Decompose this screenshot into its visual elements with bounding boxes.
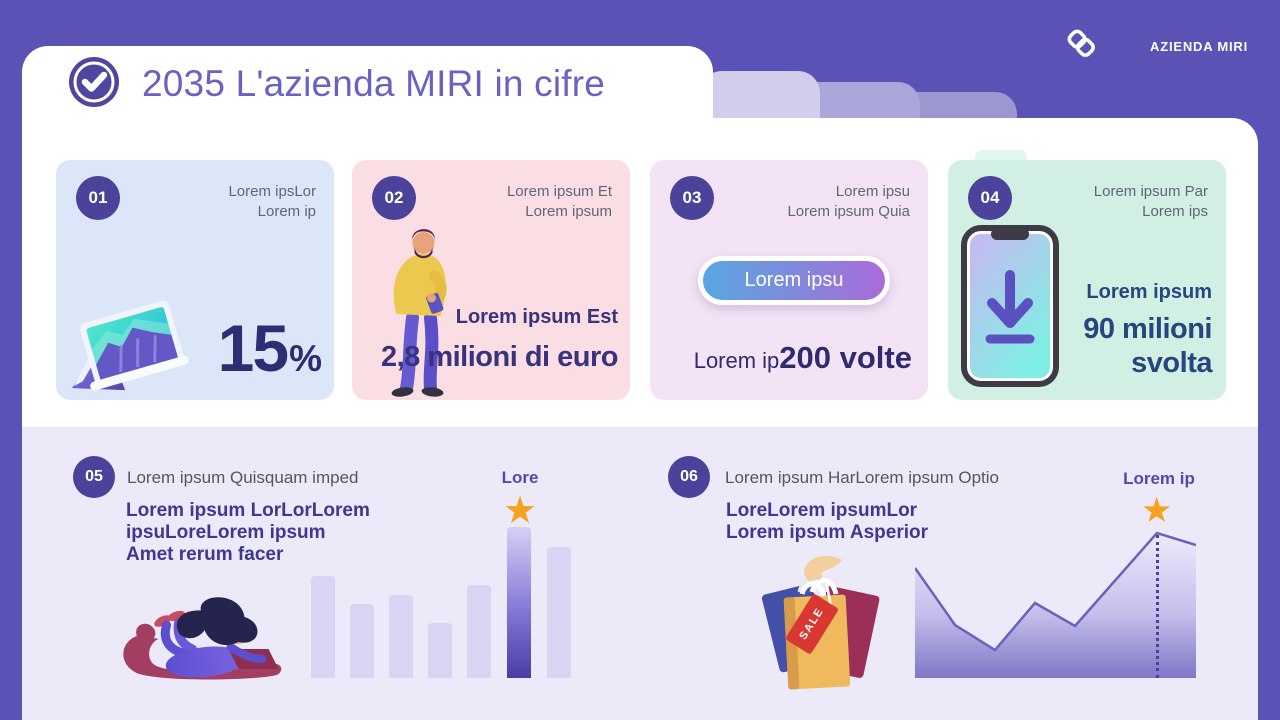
stat-card-04: 04 Lorem ipsum Par Lorem ips Lorem ipsum… bbox=[948, 160, 1226, 400]
brand-name: AZIENDA MIRI bbox=[1150, 39, 1248, 54]
section-header: Lorem ipsum Quisquam imped bbox=[127, 468, 359, 487]
card-value-block: Lorem ipsum Est 2,8 milioni di euro bbox=[380, 306, 619, 374]
bar-chart bbox=[305, 527, 585, 678]
chain-links-logo-icon bbox=[1064, 26, 1100, 67]
card-number-badge: 03 bbox=[670, 176, 714, 220]
bar-chart-easel-illustration bbox=[72, 300, 189, 391]
card-value-line: Lorem ip 200 volte bbox=[693, 340, 912, 375]
area-marker-line bbox=[1156, 535, 1159, 678]
card-label: Lorem ipsLor Lorem ip bbox=[228, 183, 316, 221]
bar bbox=[350, 604, 374, 678]
card-number-badge: 04 bbox=[968, 176, 1012, 220]
stat-card-02: 02 Lorem ipsum Et Lorem ipsum Lorem ipsu… bbox=[352, 160, 630, 400]
section-body: Lorem ipsum LorLorLorem ipsuLoreLorem ip… bbox=[126, 500, 370, 565]
check-badge-icon bbox=[68, 56, 120, 113]
card-number-badge: 02 bbox=[372, 176, 416, 220]
gradient-pill-button[interactable]: Lorem ipsu bbox=[698, 256, 890, 305]
section-header: Lorem ipsum HarLorem ipsum Optio bbox=[725, 468, 999, 487]
bar bbox=[428, 623, 452, 678]
star-icon: ★ bbox=[1141, 491, 1173, 530]
area-fill bbox=[915, 533, 1196, 678]
section-number-badge: 06 bbox=[668, 456, 710, 498]
woman-laptop-illustration bbox=[123, 597, 282, 680]
card-subtitle: Lorem ipsum bbox=[1086, 280, 1212, 303]
area-chart-annotation: Lorem ip bbox=[1123, 469, 1195, 488]
area-line bbox=[913, 531, 1197, 652]
stat-card-01: 01 Lorem ipsLor Lorem ip bbox=[56, 160, 334, 400]
page-title: 2035 L'azienda MIRI in cifre bbox=[142, 63, 606, 104]
area-chart bbox=[913, 530, 1197, 678]
card-value-block: Lorem ipsum 90 milioni svolta bbox=[1083, 281, 1212, 380]
bar bbox=[467, 585, 491, 678]
card-label: Lorem ipsum Par Lorem ips bbox=[1093, 183, 1208, 221]
card-subtitle: Lorem ipsum Est bbox=[455, 306, 618, 328]
bar bbox=[311, 576, 335, 678]
phone-download-illustration bbox=[961, 225, 1059, 387]
brand-header: AZIENDA MIRI bbox=[1064, 26, 1258, 67]
area-chart-svg bbox=[913, 531, 1197, 678]
card-label: Lorem ipsu Lorem ipsum Quia bbox=[787, 183, 910, 221]
bar-chart-annotation: Lore bbox=[501, 468, 539, 487]
section-body: LoreLorem ipsumLor Lorem ipsum Asperior bbox=[726, 500, 929, 543]
card-value: 90 milioni svolta bbox=[1083, 312, 1212, 379]
bar bbox=[547, 547, 571, 678]
card-value: 2,8 milioni di euro bbox=[380, 341, 619, 373]
bar bbox=[389, 595, 413, 678]
section-number-badge: 05 bbox=[73, 456, 115, 498]
star-icon: ★ bbox=[503, 490, 538, 532]
card-number-badge: 01 bbox=[76, 176, 120, 220]
card-label: Lorem ipsum Et Lorem ipsum bbox=[506, 183, 612, 221]
bar bbox=[507, 527, 531, 678]
card-value: 15 % bbox=[217, 311, 322, 385]
man-with-phone-illustration bbox=[391, 229, 447, 397]
stat-card-03: 03 Lorem ipsu Lorem ipsum Quia Lorem ips… bbox=[650, 160, 928, 400]
title-card: 2035 L'azienda MIRI in cifre bbox=[22, 46, 713, 122]
